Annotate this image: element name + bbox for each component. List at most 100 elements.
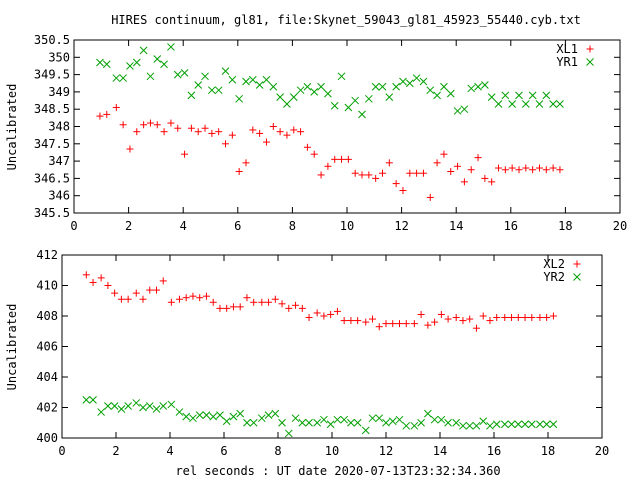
x-tick-label: 0 (58, 444, 65, 458)
data-point (467, 84, 476, 93)
data-point (508, 164, 516, 172)
data-point (117, 295, 125, 303)
data-point (97, 408, 106, 416)
data-point (472, 421, 481, 430)
data-point (256, 129, 264, 137)
data-point (419, 77, 428, 86)
data-point (527, 420, 536, 429)
data-point (229, 303, 237, 311)
data-point (297, 128, 305, 136)
data-point (152, 405, 161, 413)
data-point (487, 93, 496, 101)
x-tick-label: 4 (166, 444, 173, 458)
data-point (324, 89, 332, 98)
data-point (351, 96, 360, 105)
x-tick-label: 14 (433, 444, 447, 458)
data-point (110, 402, 119, 410)
data-point (146, 119, 154, 127)
data-point (298, 418, 307, 427)
data-point (556, 166, 564, 174)
data-point (365, 171, 373, 179)
data-point (291, 414, 300, 423)
data-point (102, 60, 111, 69)
data-point (271, 409, 280, 418)
data-point (437, 415, 446, 424)
legend-marker (586, 58, 594, 66)
chart-title: HIRES continuum, gl81, file:Skynet_59043… (111, 13, 581, 27)
data-point (514, 420, 523, 429)
data-point (347, 317, 355, 325)
data-point (96, 112, 104, 120)
data-point (159, 402, 168, 410)
data-point (488, 178, 496, 186)
x-tick-label: 18 (541, 444, 555, 458)
data-point (549, 100, 557, 108)
data-point (132, 58, 141, 67)
y-axis-label: Uncalibrated (5, 304, 19, 391)
data-point (389, 320, 397, 328)
legend-label: XL2 (543, 257, 565, 271)
data-point (440, 150, 448, 158)
data-point (494, 100, 503, 108)
data-point (292, 301, 300, 309)
data-point (542, 91, 551, 100)
data-point (229, 412, 238, 421)
data-point (296, 86, 305, 95)
data-point (431, 318, 439, 326)
data-point (187, 124, 195, 132)
data-point (444, 418, 452, 427)
x-tick-label: 4 (180, 219, 187, 233)
y-tick-label: 350.5 (34, 33, 70, 47)
x-tick-label: 0 (70, 219, 77, 233)
data-point (222, 417, 231, 426)
data-point (472, 324, 480, 332)
x-tick-label: 12 (394, 219, 408, 233)
data-point (392, 82, 400, 91)
data-point (133, 128, 141, 136)
legend-marker (586, 45, 594, 53)
data-point (112, 74, 121, 82)
data-point (82, 271, 90, 279)
data-point (126, 62, 134, 70)
data-point (305, 314, 313, 322)
x-tick-label: 2 (125, 219, 132, 233)
data-point (406, 169, 414, 177)
data-point (556, 100, 564, 108)
data-point (258, 298, 266, 306)
data-point (358, 171, 366, 179)
data-point (522, 164, 530, 172)
data-point (146, 72, 155, 81)
y-axis-label: Uncalibrated (5, 84, 19, 171)
data-point (283, 100, 291, 108)
data-point (508, 100, 517, 108)
data-point (413, 169, 421, 177)
data-point (228, 75, 237, 84)
y-tick-label: 346.5 (34, 171, 70, 185)
series-xl1 (96, 103, 564, 201)
data-point (160, 128, 168, 136)
data-point (514, 314, 522, 322)
data-point (180, 69, 189, 77)
data-point (317, 82, 325, 91)
data-point (89, 396, 97, 404)
data-point (501, 166, 509, 174)
data-point (324, 162, 332, 170)
data-point (378, 82, 387, 91)
y-tick-label: 400 (36, 431, 58, 445)
data-point (201, 124, 209, 132)
data-point (535, 100, 544, 108)
data-point (153, 55, 162, 63)
data-point (215, 128, 223, 136)
data-point (410, 320, 418, 328)
data-point (452, 314, 460, 322)
data-point (216, 411, 224, 419)
data-point (501, 314, 509, 322)
data-point (104, 402, 112, 410)
data-point (276, 128, 284, 136)
data-point (395, 415, 404, 424)
data-point (549, 420, 558, 429)
data-point (423, 409, 432, 418)
data-point (399, 77, 407, 86)
data-point (437, 310, 445, 318)
data-point (146, 286, 154, 294)
